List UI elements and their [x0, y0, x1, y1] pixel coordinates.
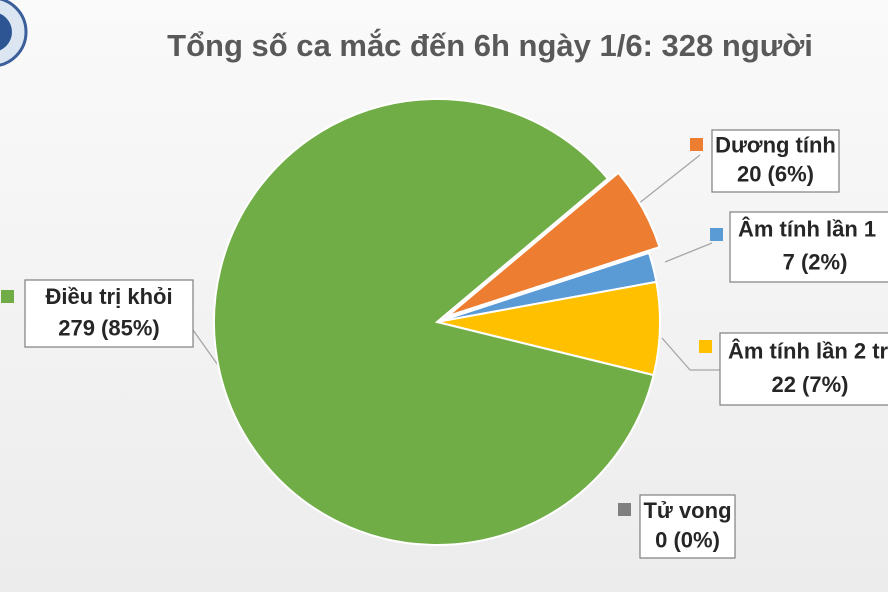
label-box: [639, 494, 736, 559]
legend-swatch: [1, 290, 14, 303]
slice-value-label: 22 (7%): [771, 372, 848, 397]
legend-swatch: [690, 138, 703, 151]
label-box: [719, 332, 888, 406]
chart-title: Tổng số ca mắc đến 6h ngày 1/6: 328 ngườ…: [167, 27, 813, 63]
slice-value-label: 0 (0%): [655, 527, 720, 552]
pie-slice: [446, 171, 661, 318]
slice-label: Điều trị khỏi: [45, 284, 172, 309]
legend-swatch: [710, 228, 723, 241]
legend-swatch: [699, 340, 712, 353]
slice-value-label: 20 (6%): [737, 162, 814, 187]
slice-label: Âm tính lần 1: [738, 217, 876, 242]
slice-label: Âm tính lần 2 tr: [728, 338, 888, 363]
label-box: [711, 129, 840, 193]
slice-value-label: 279 (85%): [58, 315, 160, 340]
slice-value-label: 7 (2%): [783, 250, 848, 275]
slice-label: Tử vong: [643, 498, 731, 523]
legend-swatch: [618, 503, 631, 516]
label-box: [24, 279, 194, 348]
pie-slice: [213, 98, 655, 546]
slice-label: Dương tính: [715, 133, 836, 158]
label-box: [729, 211, 888, 283]
logo: [0, 0, 28, 67]
